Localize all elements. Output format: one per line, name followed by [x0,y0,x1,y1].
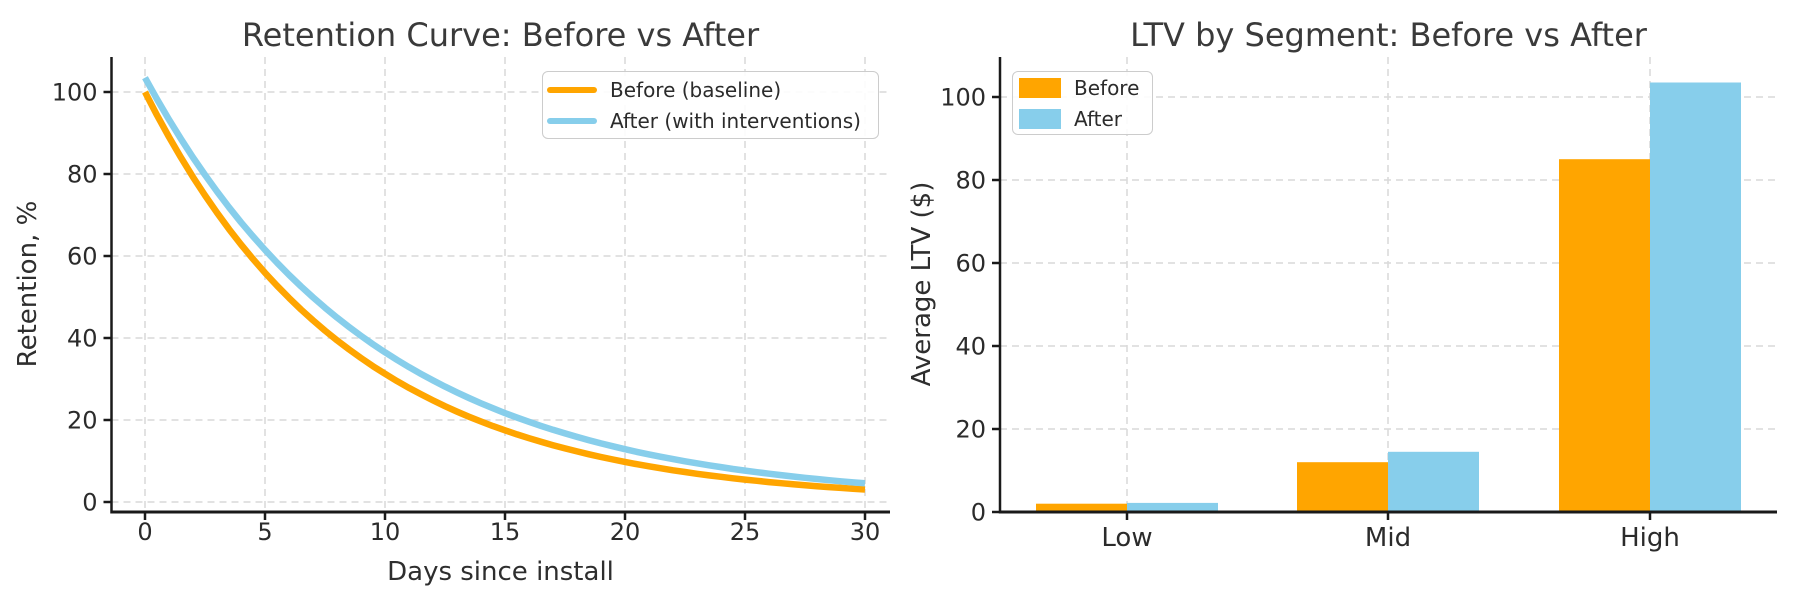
legend-label: Before [1074,75,1140,100]
category-tick-label: Mid [1365,523,1411,553]
retention-x-axis-label: Days since install [387,557,614,587]
x-tick-label: 25 [730,518,761,546]
category-tick-label: High [1620,523,1680,553]
bar-after-mid [1388,451,1479,512]
legend-label: After (with interventions) [610,108,861,133]
legend-label: After [1074,106,1123,131]
y-tick-label: 20 [67,406,98,434]
after-patch-swatch-icon [1019,108,1061,129]
ltv-chart-panel: Low Mid High 0 20 40 60 80 100 LTV by Segment: B… [900,0,1800,600]
legend-entry-before: Before [1013,72,1152,103]
y-tick-label: 20 [955,415,986,443]
y-tick-label: 80 [67,160,98,188]
retention-line-chart: 0 5 10 15 20 25 30 0 20 40 60 80 100 [52,57,890,546]
retention-legend: Before (baseline) After (with interventi… [542,71,879,139]
bar-after-low [1127,502,1218,512]
y-tick-label: 0 [82,488,97,516]
y-tick-label: 100 [940,83,986,111]
y-tick-label: 100 [52,78,98,106]
retention-y-axis-label: Retention, % [13,200,43,368]
y-tick-label: 40 [955,332,986,360]
category-tick-label: Low [1101,523,1152,553]
legend-entry-after-interventions: After (with interventions) [543,105,878,136]
legend-entry-before-baseline: Before (baseline) [543,74,878,105]
x-tick-label: 15 [490,518,521,546]
before-patch-swatch-icon [1019,77,1061,98]
after-line-swatch-icon [547,117,597,124]
bar-before-low [1036,503,1127,512]
x-tick-label: 30 [850,518,881,546]
y-tick-label: 60 [955,249,986,277]
retention-chart-panel: 0 5 10 15 20 25 30 0 20 40 60 80 100 Retention Curve… [13,16,890,587]
legend-entry-after: After [1013,103,1152,134]
line-series-after-with-interventions [142,76,866,487]
y-tick-label: 80 [955,166,986,194]
bar-after-high [1650,82,1741,512]
bar-before-high [1559,159,1650,512]
retention-chart-title: Retention Curve: Before vs After [241,16,760,54]
bar-before-mid [1297,462,1388,512]
ltv-bar-chart: Low Mid High 0 20 40 60 80 100 [940,57,1777,553]
x-tick-label: 5 [257,518,272,546]
ltv-legend: Before After [1012,71,1153,135]
before-line-swatch-icon [547,86,597,93]
y-tick-label: 60 [67,242,98,270]
y-tick-label: 0 [971,498,986,526]
line-series-before-baseline [142,90,866,493]
x-tick-label: 0 [137,518,152,546]
y-tick-label: 40 [67,324,98,352]
ltv-chart-title: LTV by Segment: Before vs After [1130,16,1647,54]
x-tick-label: 20 [610,518,641,546]
x-tick-label: 10 [370,518,401,546]
legend-label: Before (baseline) [610,77,782,102]
ltv-y-axis-label: Average LTV ($) [907,181,937,387]
